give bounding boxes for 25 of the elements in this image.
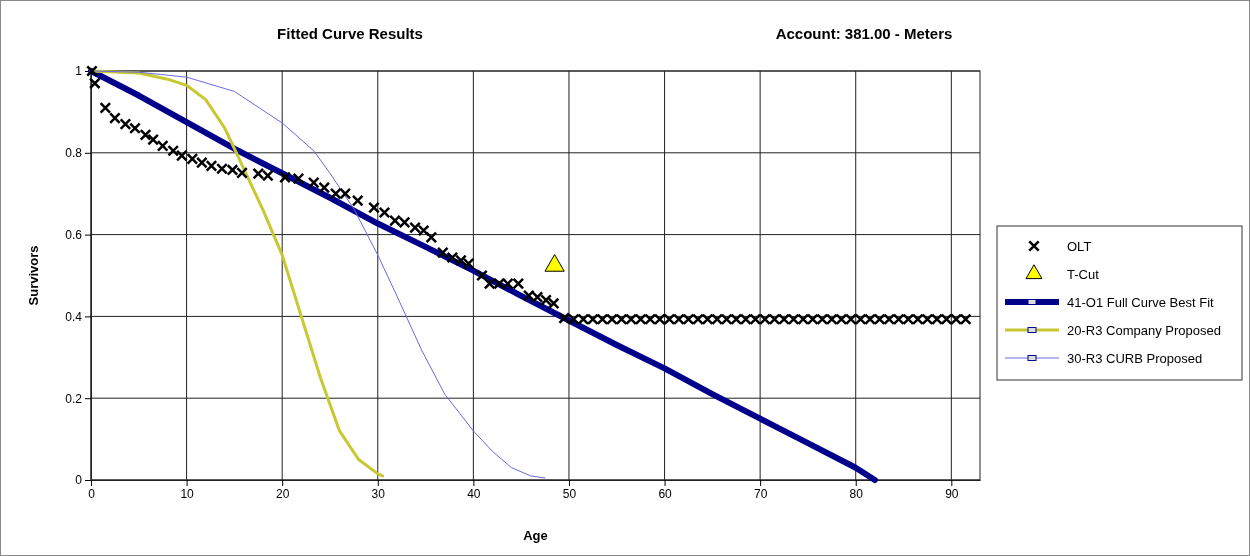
legend-label: OLT [1067,239,1092,254]
x-tick-label: 40 [467,486,481,501]
x-tick-label: 50 [562,486,577,501]
legend-label: 30-R3 CURB Proposed [1067,351,1203,366]
y-tick-label: 0.4 [65,309,83,324]
y-tick-label: 1 [75,64,83,79]
chart-subtitle: Account: 381.00 - Meters [775,25,953,42]
chart-title: Fitted Curve Results [277,25,423,42]
x-tick-label: 70 [753,486,768,501]
x-tick-label: 10 [180,486,195,501]
x-tick-label: 80 [849,486,864,501]
y-tick-label: 0.6 [65,227,83,242]
y-tick-label: 0.8 [65,146,83,161]
y-axis-title: Survivors [26,245,41,306]
x-tick-label: 0 [88,486,96,501]
x-tick-label: 90 [945,486,959,501]
legend-label: 41-O1 Full Curve Best Fit [1067,295,1215,310]
legend-label: 20-R3 Company Proposed [1067,323,1221,338]
x-tick-label: 30 [371,486,386,501]
y-tick-label: 0 [75,473,83,488]
x-axis-title: Age [523,528,548,543]
y-tick-label: 0.2 [65,391,83,406]
legend-label: T-Cut [1067,267,1100,282]
x-tick-label: 60 [658,486,673,501]
x-tick-label: 20 [276,486,290,501]
